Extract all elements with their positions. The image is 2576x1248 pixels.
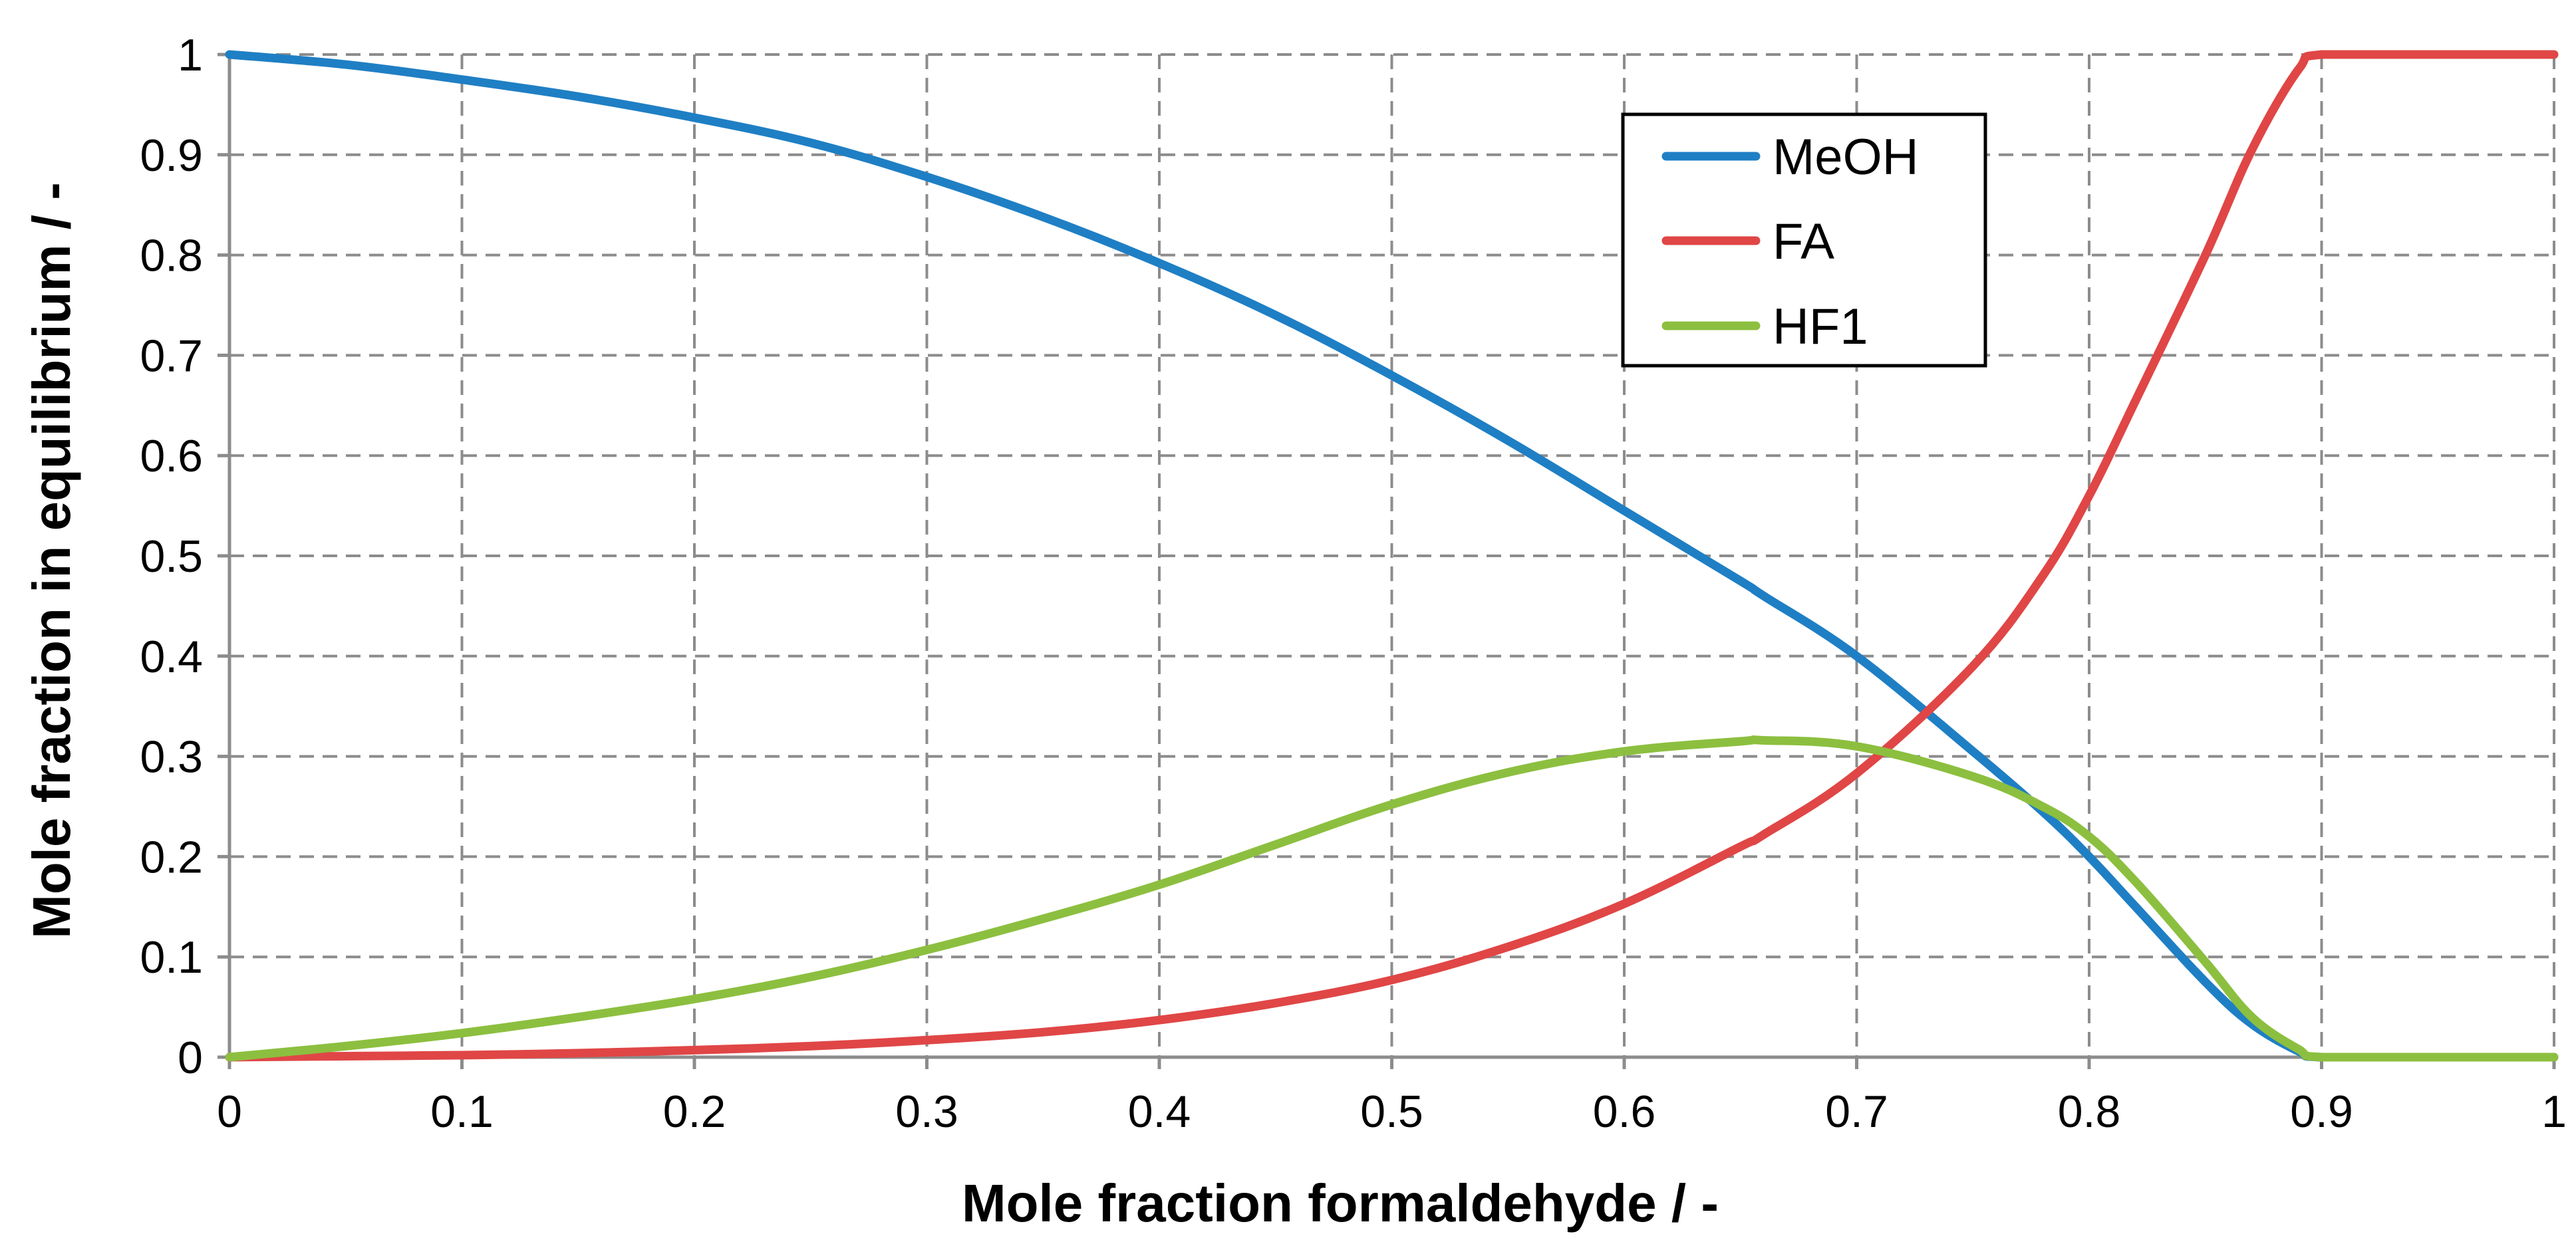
series-line-fa xyxy=(225,50,2559,1062)
x-tick-label: 0.5 xyxy=(1360,1086,1423,1137)
tick-labels: 0 0.1 0.2 0.3 0.4 0.5 0.6 0.7 0.8 0.9 1 0 0.1 0.2 0.3 0… xyxy=(140,30,2566,1137)
x-tick-label: 0.1 xyxy=(430,1086,494,1137)
legend-label-fa: FA xyxy=(1773,213,1834,270)
y-axis-title: Mole fraction in equilibrium / - xyxy=(22,182,81,939)
x-tick-label: 0 xyxy=(217,1086,242,1137)
y-tick-label: 0.3 xyxy=(140,732,203,783)
y-tick-label: 0.4 xyxy=(140,632,203,682)
x-tick-label: 0.2 xyxy=(663,1086,726,1137)
series-line-hf1 xyxy=(225,735,2559,1062)
y-tick-label: 0.8 xyxy=(140,231,203,281)
y-tick-label: 0.7 xyxy=(140,330,203,381)
y-tick-label: 0.6 xyxy=(140,431,203,481)
x-tick-label: 0.9 xyxy=(2290,1086,2353,1137)
x-tick-label: 1 xyxy=(2541,1086,2567,1137)
axes xyxy=(217,53,2556,1069)
legend-label-meoh: MeOH xyxy=(1773,129,1919,186)
series-line-meoh xyxy=(225,50,2559,1062)
series-lines xyxy=(225,50,2559,1062)
y-tick-label: 0.9 xyxy=(140,130,203,181)
x-tick-label: 0.4 xyxy=(1128,1086,1191,1137)
legend-label-hf1: HF1 xyxy=(1773,299,1868,355)
y-tick-label: 0.5 xyxy=(140,531,203,582)
x-tick-label: 0.3 xyxy=(895,1086,958,1137)
legend: MeOH FA HF1 xyxy=(1621,112,1987,368)
grid-lines xyxy=(229,53,2555,1057)
y-tick-label: 0.1 xyxy=(140,932,203,983)
y-tick-label: 0.2 xyxy=(140,832,203,882)
x-tick-label: 0.7 xyxy=(1825,1086,1888,1137)
x-tick-label: 0.8 xyxy=(2058,1086,2121,1137)
x-tick-label: 0.6 xyxy=(1593,1086,1656,1137)
y-tick-label: 0 xyxy=(178,1033,203,1083)
y-tick-label: 1 xyxy=(178,30,203,80)
x-axis-title: Mole fraction formaldehyde / - xyxy=(962,1174,1719,1233)
